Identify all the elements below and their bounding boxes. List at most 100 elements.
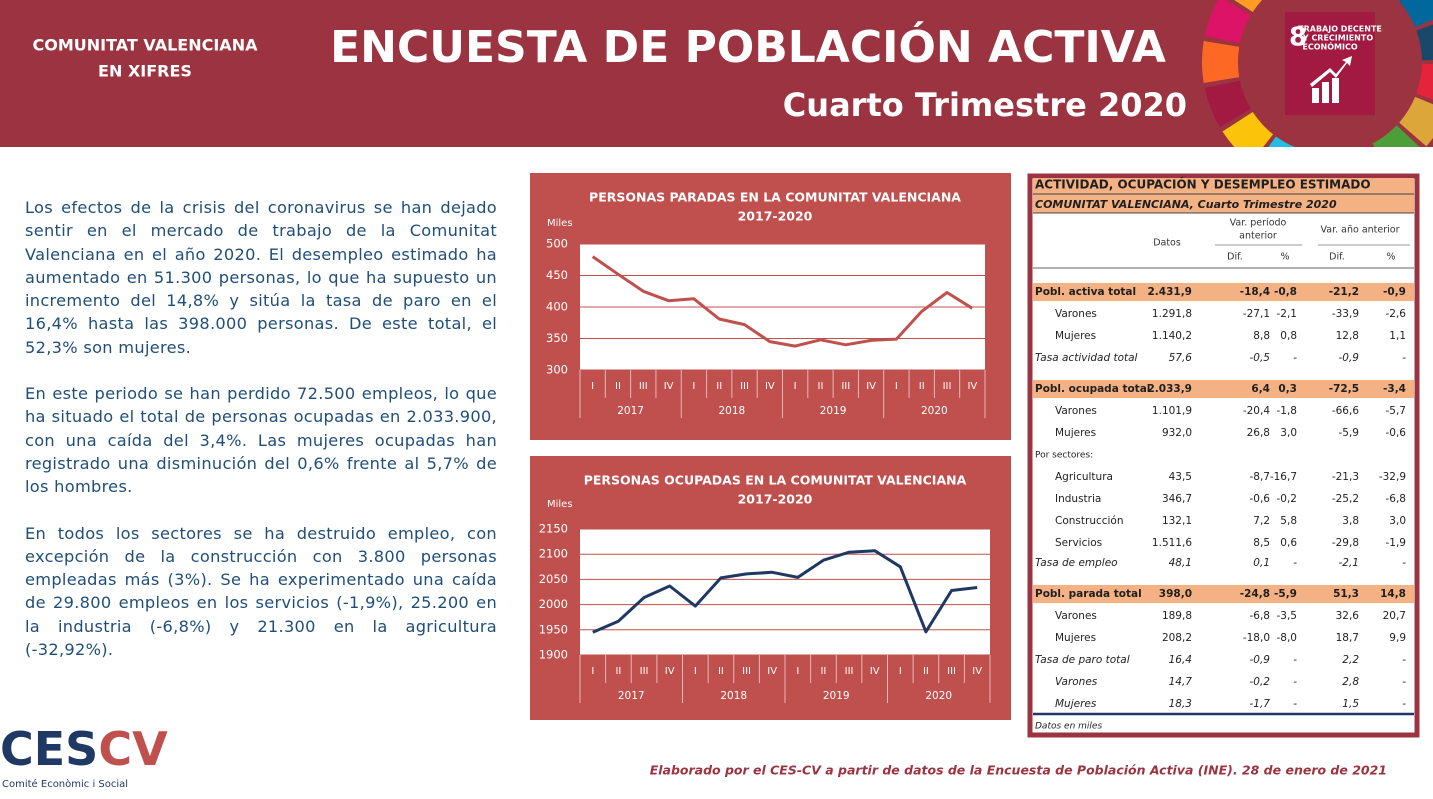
sdg-wheel [1201, 0, 1433, 147]
x-tick-label: II [923, 666, 929, 677]
sdg-segment [1204, 0, 1251, 44]
cell: -0,9 [1339, 352, 1360, 364]
cell: -0,9 [1383, 286, 1406, 298]
row-label: Pobl. activa total [1035, 286, 1136, 298]
x-tick-label: II [820, 666, 826, 677]
logo-part: CV [98, 722, 168, 776]
sdg-segment [1372, 125, 1420, 147]
x-group-label: 2020 [925, 690, 952, 702]
col-subheader: Dif. [1227, 252, 1243, 263]
row-label: Tasa de paro total [1035, 654, 1130, 666]
cell: 2,2 [1342, 654, 1359, 666]
sdg-segment [1204, 80, 1251, 128]
col-header: anterior [1239, 231, 1277, 242]
y-tick-label: 1900 [539, 648, 568, 662]
sdg-segment [1234, 0, 1263, 12]
row-label: Tasa actividad total [1035, 352, 1138, 364]
x-tick-label: III [640, 666, 649, 677]
x-group-label: 2018 [720, 690, 747, 702]
cell: 1,5 [1342, 698, 1359, 710]
cell: -3,4 [1383, 383, 1406, 395]
cell: 57,6 [1169, 352, 1193, 364]
region: EN XIFRES [98, 62, 192, 81]
credit: Elaborado por el CES-CV a partir de dato… [650, 763, 1387, 778]
cell: - [1402, 676, 1406, 688]
chart-title: PERSONAS PARADAS EN LA COMUNITAT VALENCI… [589, 190, 961, 205]
x-tick-label: II [718, 666, 724, 677]
cell: 1,1 [1389, 330, 1406, 342]
x-group-label: 2018 [719, 405, 746, 417]
y-tick-label: 300 [546, 363, 568, 377]
paragraph: En este periodo se han perdido 72.500 em… [25, 384, 497, 497]
sdg-segment [1268, 136, 1295, 147]
cell: -3,5 [1277, 610, 1298, 622]
table-subtitle: COMUNITAT VALENCIANA, Cuarto Trimestre 2… [1035, 198, 1337, 211]
x-tick-label: IV [765, 381, 775, 392]
sdg-segment [1416, 63, 1433, 100]
col-subheader: % [1280, 252, 1289, 263]
cell: 932,0 [1162, 427, 1192, 439]
cell: -8,0 [1277, 632, 1298, 644]
cell: 2,8 [1342, 676, 1359, 688]
cell: 3,8 [1342, 515, 1359, 527]
row-label: Varones [1055, 405, 1097, 417]
row-label: Varones [1055, 676, 1098, 688]
cell: -18,4 [1240, 286, 1270, 298]
cell: 1.140,2 [1152, 330, 1192, 342]
cell: 18,3 [1169, 698, 1192, 710]
row-highlight [1033, 283, 1414, 301]
cell: -33,9 [1332, 308, 1359, 320]
cell: -21,3 [1332, 471, 1359, 483]
cell: -6,8 [1386, 493, 1407, 505]
x-tick-label: I [692, 381, 695, 392]
x-tick-label: III [943, 381, 952, 392]
body-text: Los efectos de la crisis del coronavirus… [25, 196, 497, 684]
cell: -0,5 [1250, 352, 1271, 364]
row-label: Varones [1055, 610, 1097, 622]
x-tick-label: I [796, 666, 799, 677]
sdg-label: TRABAJO DECENTE [1298, 25, 1382, 34]
table-note: Datos en miles [1035, 722, 1102, 732]
sdg-label: ECONÓMICO [1302, 41, 1357, 52]
cell: 14,7 [1169, 676, 1193, 688]
x-group-label: 2019 [823, 690, 850, 702]
header-band [0, 0, 1433, 147]
sdg-number: 8 [1289, 23, 1307, 53]
x-tick-label: IV [967, 381, 977, 392]
sdg-segment [1365, 145, 1371, 147]
row-label: Mujeres [1055, 427, 1096, 439]
cell: -8,7 [1250, 471, 1271, 483]
cell: -2,1 [1277, 308, 1298, 320]
x-tick-label: IV [870, 666, 880, 677]
y-tick-label: 400 [546, 300, 568, 314]
x-tick-label: IV [972, 666, 982, 677]
row-label: Mujeres [1055, 330, 1096, 342]
cell: 5,8 [1280, 515, 1297, 527]
cell: 0,1 [1253, 557, 1270, 569]
row-label: Industria [1055, 493, 1101, 505]
y-axis-label: Miles [547, 499, 573, 510]
cell: 1.511,6 [1152, 537, 1192, 549]
cell: -27,1 [1243, 308, 1270, 320]
cell: -16,7 [1270, 471, 1297, 483]
cell: -0,8 [1274, 286, 1297, 298]
cell: - [1293, 352, 1297, 364]
x-group-label: 2020 [921, 405, 948, 417]
y-tick-label: 1950 [539, 622, 568, 636]
sdg-label: Y CRECIMIENTO [1302, 34, 1373, 43]
col-subheader: Dif. [1329, 252, 1345, 263]
region: COMUNITAT VALENCIANA [33, 36, 259, 55]
row-label: Mujeres [1055, 698, 1097, 710]
cell: 9,9 [1389, 632, 1406, 644]
cell: 3,0 [1280, 427, 1297, 439]
cell: -2,6 [1386, 308, 1407, 320]
cell: -1,9 [1386, 537, 1407, 549]
cell: -1,8 [1277, 405, 1298, 417]
cell: 18,7 [1336, 632, 1359, 644]
cell: 2.033,9 [1147, 383, 1192, 395]
x-group-label: 2019 [820, 405, 847, 417]
row-highlight [1033, 380, 1414, 398]
cell: 43,5 [1169, 471, 1192, 483]
row-label: Construcción [1055, 515, 1124, 527]
cell: - [1402, 698, 1406, 710]
